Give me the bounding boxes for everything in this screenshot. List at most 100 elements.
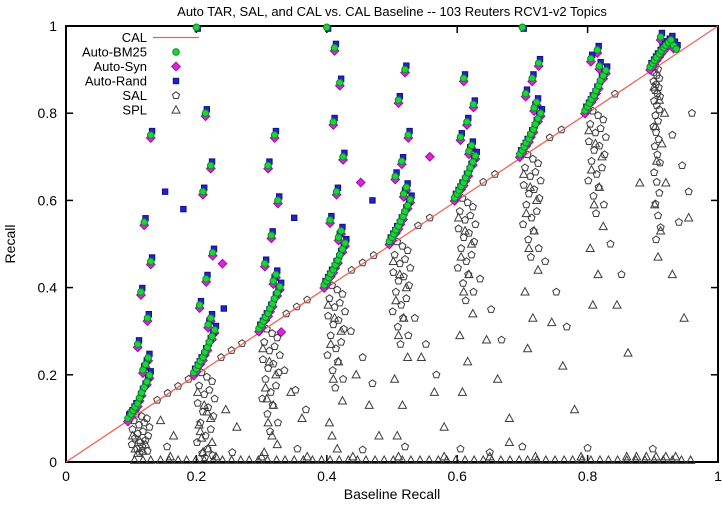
sal-marker (325, 294, 334, 302)
x-tick-label: 0.2 (187, 468, 207, 484)
sal-marker (528, 154, 537, 163)
y-tick-label: 0.4 (38, 280, 58, 296)
sal-marker (260, 337, 269, 346)
spl-marker (196, 432, 207, 442)
spl-marker (621, 451, 632, 461)
plot-area: 0 0.2 0.4 0.6 0.8 1 0 0.2 0.4 0.6 0.8 1 (38, 18, 722, 484)
spl-marker (661, 177, 671, 187)
spl-marker (589, 199, 599, 209)
sal-marker (590, 145, 599, 154)
spl-marker (190, 454, 201, 464)
auto-bm25-marker (329, 118, 338, 126)
spl-marker (518, 168, 529, 178)
spl-marker (271, 369, 281, 379)
sal-marker (526, 172, 535, 180)
sal-marker (200, 453, 209, 462)
sal-marker (204, 403, 213, 411)
spl-marker (325, 338, 336, 348)
sal-marker (467, 250, 476, 259)
spl-marker (389, 373, 400, 383)
sal-marker (583, 443, 592, 452)
spl-marker (325, 454, 335, 464)
sal-marker (535, 193, 544, 202)
sal-marker (398, 241, 407, 250)
sal-marker (324, 311, 333, 320)
legend-label-sal: SAL (122, 88, 147, 103)
sal-marker (265, 346, 274, 355)
sal-marker (331, 383, 340, 392)
sal-marker (530, 185, 539, 193)
auto-bm25-marker (338, 245, 347, 254)
auto-bm25-marker (144, 353, 152, 362)
sal-marker (145, 422, 154, 431)
sal-marker (200, 390, 209, 398)
sal-marker (273, 418, 283, 427)
spl-marker (220, 404, 231, 414)
sal-marker (455, 206, 464, 215)
y-tick-label: 0 (49, 454, 57, 470)
sal-marker (684, 187, 693, 196)
sal-marker (587, 156, 596, 165)
y-tick-label: 0.8 (38, 105, 58, 121)
sal-marker (206, 424, 215, 433)
sal-marker (589, 191, 598, 200)
sal-marker (271, 381, 281, 390)
spl-marker (207, 437, 217, 446)
auto-bm25-marker (143, 377, 151, 386)
auto-bm25-marker (143, 314, 152, 322)
sal-marker (131, 433, 140, 442)
spl-marker (481, 334, 492, 344)
auto-bm25-marker (273, 289, 282, 297)
spl-marker (641, 451, 652, 461)
sal-marker (487, 305, 496, 313)
spl-marker (521, 208, 532, 218)
spl-marker (524, 243, 534, 252)
spl-marker (374, 430, 384, 440)
sal-marker (141, 435, 150, 444)
sal-marker (194, 381, 204, 390)
auto-bm25-marker (270, 131, 279, 139)
spl-marker (439, 451, 449, 461)
sal-marker (527, 213, 536, 222)
sal-marker (599, 200, 609, 209)
sal-marker (653, 116, 663, 125)
spl-marker (194, 419, 204, 429)
spl-marker (576, 451, 586, 461)
sal-marker (334, 315, 343, 324)
spl-marker (259, 447, 270, 457)
sal-marker (649, 77, 658, 85)
sal-marker (518, 442, 527, 451)
sal-marker (655, 105, 664, 114)
spl-marker (391, 295, 401, 305)
sal-marker (328, 366, 337, 374)
auto-bm25-marker (332, 187, 341, 196)
spl-marker (217, 454, 228, 464)
sal-marker (275, 350, 284, 359)
sal-marker (653, 150, 662, 159)
auto-bm25-marker (467, 141, 476, 150)
sal-marker (594, 183, 603, 191)
spl-marker (201, 406, 212, 416)
auto-bm25-marker (141, 360, 150, 369)
spl-marker (584, 125, 594, 135)
sal-marker (293, 444, 302, 453)
auto-bm25-marker (672, 45, 681, 53)
auto-bm25-marker (341, 239, 349, 247)
auto-bm25-marker (206, 161, 215, 170)
auto-bm25-marker (137, 288, 145, 296)
spl-marker (531, 195, 542, 204)
auto-bm25-marker (146, 257, 155, 266)
auto-bm25-marker (208, 248, 217, 257)
spl-marker (527, 312, 538, 322)
sal-marker (600, 150, 609, 159)
sal-marker (258, 355, 268, 364)
spl-marker (370, 454, 380, 464)
sal-marker (404, 281, 414, 289)
spl-marker (165, 451, 176, 461)
spl-marker (289, 454, 300, 464)
spl-marker (504, 413, 515, 422)
spl-marker (667, 269, 678, 279)
sal-marker (270, 342, 279, 350)
sal-marker (263, 409, 272, 418)
